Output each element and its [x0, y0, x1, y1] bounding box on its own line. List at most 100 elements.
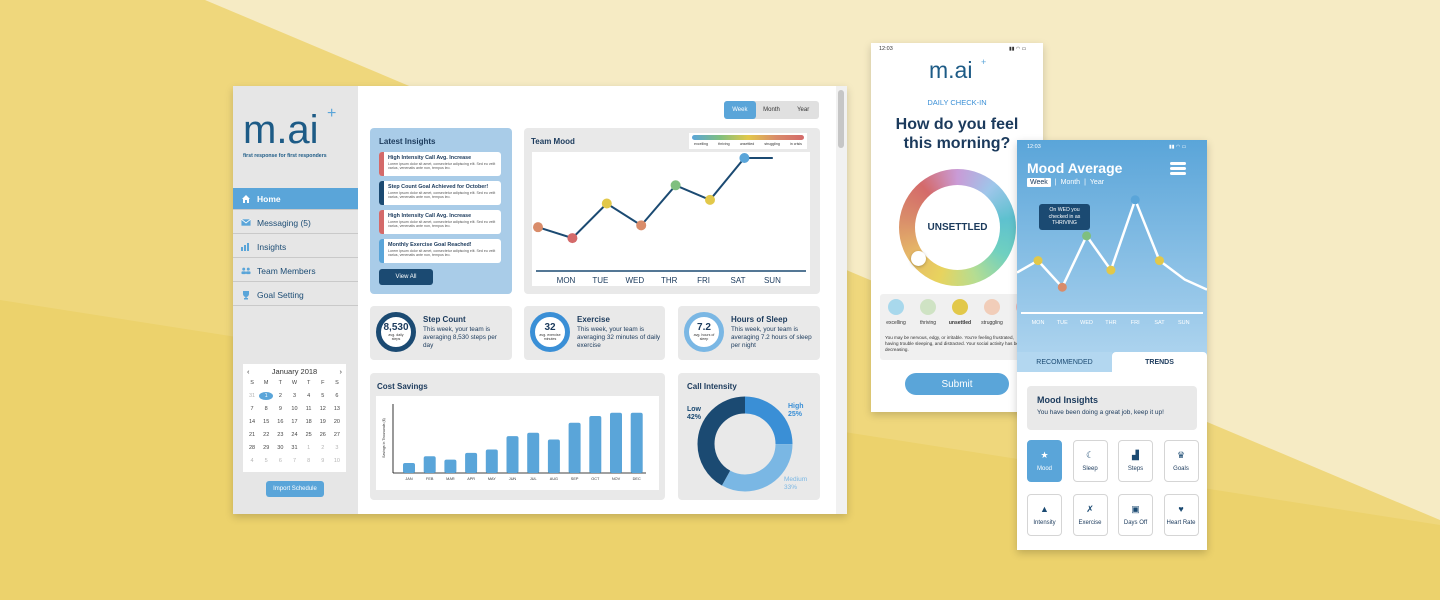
scrollbar-thumb[interactable] — [838, 90, 844, 148]
calendar-day[interactable]: 1 — [259, 392, 274, 400]
calendar-day[interactable]: 27 — [333, 432, 340, 438]
bar[interactable] — [568, 422, 581, 473]
nav-team-members[interactable]: Team Members — [233, 260, 358, 282]
mood-point[interactable] — [1082, 231, 1092, 241]
calendar-day[interactable]: 2 — [321, 445, 325, 451]
tab-recommended[interactable]: RECOMMENDED — [1017, 352, 1112, 372]
donut-slice[interactable] — [697, 396, 793, 492]
tile-goals[interactable]: ♛ Goals — [1163, 440, 1199, 482]
calendar-day[interactable]: 8 — [307, 458, 311, 464]
calendar-day[interactable]: 30 — [277, 445, 284, 451]
calendar-day[interactable]: 1 — [307, 445, 311, 451]
tile-days-off[interactable]: ▣ Days Off — [1118, 494, 1153, 536]
bar[interactable] — [403, 462, 415, 473]
mood-point[interactable] — [533, 222, 543, 233]
bar[interactable] — [630, 412, 643, 473]
mood-point[interactable] — [1130, 195, 1140, 205]
range-week-tab[interactable]: Week — [1027, 178, 1051, 187]
calendar-day[interactable]: 20 — [333, 419, 340, 425]
view-all-button[interactable]: View All — [379, 269, 433, 285]
mood-point[interactable] — [739, 153, 750, 163]
mood-point[interactable] — [705, 194, 715, 205]
bar[interactable] — [444, 459, 457, 473]
bar[interactable] — [610, 412, 622, 473]
menu-icon[interactable] — [1170, 162, 1186, 175]
chevron-right-icon[interactable]: › — [339, 367, 342, 376]
nav-messaging[interactable]: Messaging (5) — [233, 212, 358, 234]
calendar-day[interactable]: 29 — [263, 445, 270, 451]
chevron-left-icon[interactable]: ‹ — [247, 367, 250, 376]
calendar-day[interactable]: 5 — [264, 458, 268, 464]
donut-slice[interactable] — [697, 396, 793, 492]
calendar-day[interactable]: 3 — [335, 445, 339, 451]
tile-exercise[interactable]: ✗ Exercise — [1072, 494, 1108, 536]
calendar-day[interactable]: 21 — [249, 432, 256, 438]
calendar-day[interactable]: 31 — [249, 393, 256, 399]
calendar-day[interactable]: 10 — [291, 406, 298, 412]
calendar-day[interactable]: 26 — [319, 432, 326, 438]
mood-point[interactable] — [1033, 256, 1043, 266]
calendar-day[interactable]: 9 — [321, 458, 325, 464]
mood-wheel[interactable]: UNSETTLED — [899, 169, 1016, 286]
calendar-day[interactable]: 9 — [278, 406, 282, 412]
tile-mood[interactable]: ★ Mood — [1027, 440, 1062, 482]
bar[interactable] — [589, 416, 602, 473]
tab-trends[interactable]: TRENDS — [1112, 352, 1207, 372]
calendar-day[interactable]: 11 — [305, 406, 312, 412]
calendar-day[interactable]: 6 — [335, 393, 339, 399]
submit-button[interactable]: Submit — [905, 373, 1009, 395]
bar[interactable] — [485, 449, 498, 473]
calendar-day[interactable]: 19 — [319, 419, 326, 425]
calendar-day[interactable]: 24 — [291, 432, 298, 438]
calendar-day[interactable]: 15 — [263, 419, 270, 425]
insight-item[interactable]: Monthly Exercise Goal Reached! Lorem ipsu… — [379, 239, 501, 263]
nav-home[interactable]: Home — [233, 188, 358, 210]
calendar-day[interactable]: 23 — [277, 432, 284, 438]
calendar-day[interactable]: 12 — [319, 406, 326, 412]
range-year-tab[interactable]: Year — [1089, 179, 1105, 186]
mood-point[interactable] — [1155, 256, 1164, 266]
calendar-day[interactable]: 8 — [264, 406, 268, 412]
mood-option[interactable]: struggling — [976, 299, 1008, 326]
nav-insights[interactable]: Insights — [233, 236, 358, 258]
calendar-day[interactable]: 10 — [333, 458, 340, 464]
calendar-day[interactable]: 22 — [263, 432, 270, 438]
insight-item[interactable]: High Intensity Call Avg. Increase Lorem i… — [379, 152, 501, 176]
mood-point[interactable] — [1106, 265, 1116, 275]
calendar-day[interactable]: 31 — [291, 445, 298, 451]
calendar-day[interactable]: 6 — [278, 458, 282, 464]
range-month-button[interactable]: Month — [763, 107, 780, 113]
calendar-day[interactable]: 25 — [305, 432, 312, 438]
calendar-day[interactable]: 13 — [333, 406, 340, 412]
mood-point[interactable] — [1057, 282, 1067, 292]
tile-intensity[interactable]: ▲ Intensity — [1027, 494, 1062, 536]
tile-sleep[interactable]: ☾ Sleep — [1072, 440, 1108, 482]
tile-heart-rate[interactable]: ♥ Heart Rate — [1163, 494, 1199, 536]
nav-goal-setting[interactable]: Goal Setting — [233, 284, 358, 306]
calendar-day[interactable]: 7 — [292, 458, 297, 464]
bar[interactable] — [527, 432, 540, 473]
mood-option[interactable]: thriving — [912, 299, 944, 326]
calendar-day[interactable]: 5 — [321, 393, 325, 399]
tile-steps[interactable]: ▟ Steps — [1118, 440, 1153, 482]
mood-point[interactable] — [567, 233, 578, 244]
mood-option[interactable]: unsettled — [944, 299, 976, 326]
calendar-day[interactable]: 17 — [291, 419, 298, 425]
mood-point[interactable] — [636, 220, 647, 231]
range-week-button[interactable]: Week — [724, 101, 756, 119]
calendar-day[interactable]: 16 — [277, 419, 284, 425]
range-year-button[interactable]: Year — [797, 107, 810, 113]
range-month-tab[interactable]: Month — [1060, 179, 1081, 186]
calendar-day[interactable]: 28 — [249, 445, 256, 451]
wheel-handle[interactable] — [911, 251, 926, 266]
mood-option[interactable]: excelling — [880, 299, 912, 326]
mood-point[interactable] — [670, 180, 681, 191]
calendar-day[interactable]: 14 — [249, 419, 256, 425]
mood-point[interactable] — [601, 198, 612, 209]
calendar-day[interactable]: 3 — [292, 393, 297, 399]
insight-item[interactable]: High Intensity Call Avg. Increase Lorem i… — [379, 210, 501, 234]
calendar-day[interactable]: 4 — [307, 393, 311, 399]
calendar-day[interactable]: 4 — [250, 458, 254, 464]
import-schedule-button[interactable]: Import Schedule — [266, 481, 324, 497]
calendar-day[interactable]: 18 — [305, 419, 312, 425]
